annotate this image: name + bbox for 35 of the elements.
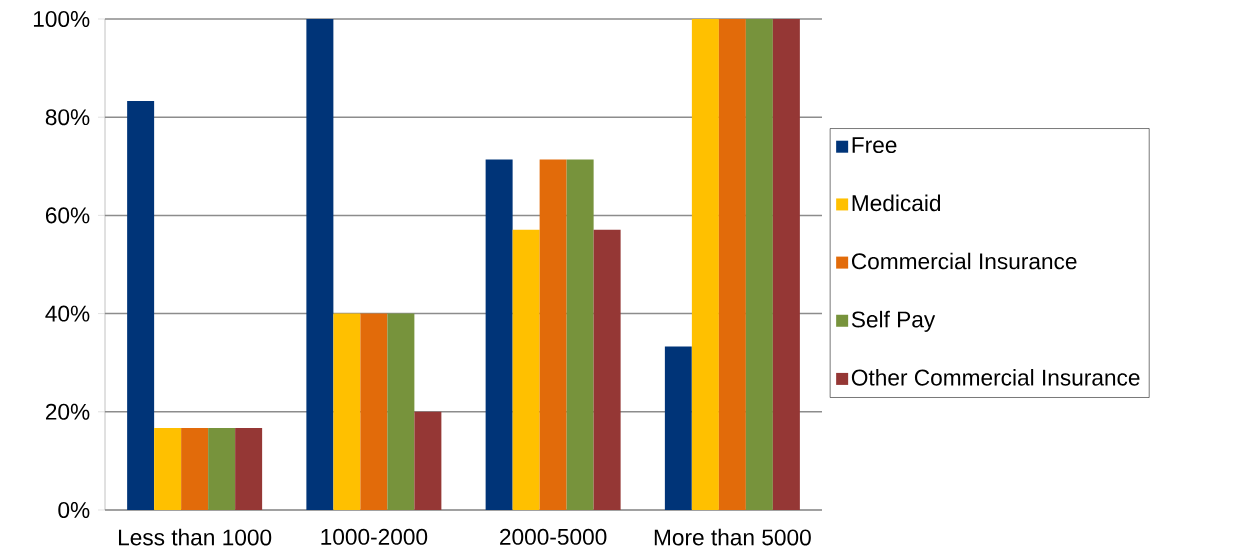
x-tick-label: Less than 1000 [118,528,272,546]
bar [333,313,361,510]
bar [235,427,263,510]
bar [691,18,719,510]
bar [745,18,773,510]
bar [181,427,209,510]
legend-label: Free [852,137,897,154]
legend-label: Self Pay [851,310,936,332]
y-tick-label: 0% [58,501,90,519]
bar [306,18,334,510]
bar [127,100,155,510]
bar [208,427,236,510]
y-tick-label: 80% [45,109,90,126]
bar [664,346,692,510]
bar [485,159,513,510]
bar [154,427,182,510]
y-tick-label: 40% [45,305,90,322]
bar [360,313,388,510]
bar [566,159,594,510]
legend-label: Other Commercial Insurance [851,369,1140,386]
x-tick-label: More than 5000 [654,528,811,546]
y-tick-label: 60% [45,207,90,224]
legend-label: Commercial Insurance [851,252,1077,270]
legend-label: Medicaid [852,194,941,212]
y-tick-label: 100% [33,10,90,28]
x-tick-label: 1000-2000 [321,528,428,545]
bar [387,313,415,510]
bar [539,159,567,510]
bar [593,229,621,510]
y-tick-label: 20% [45,403,90,420]
x-tick-label: 2000-5000 [500,528,607,545]
bar [512,229,540,510]
bar [414,411,442,510]
bar [718,18,746,510]
bar [772,18,800,510]
